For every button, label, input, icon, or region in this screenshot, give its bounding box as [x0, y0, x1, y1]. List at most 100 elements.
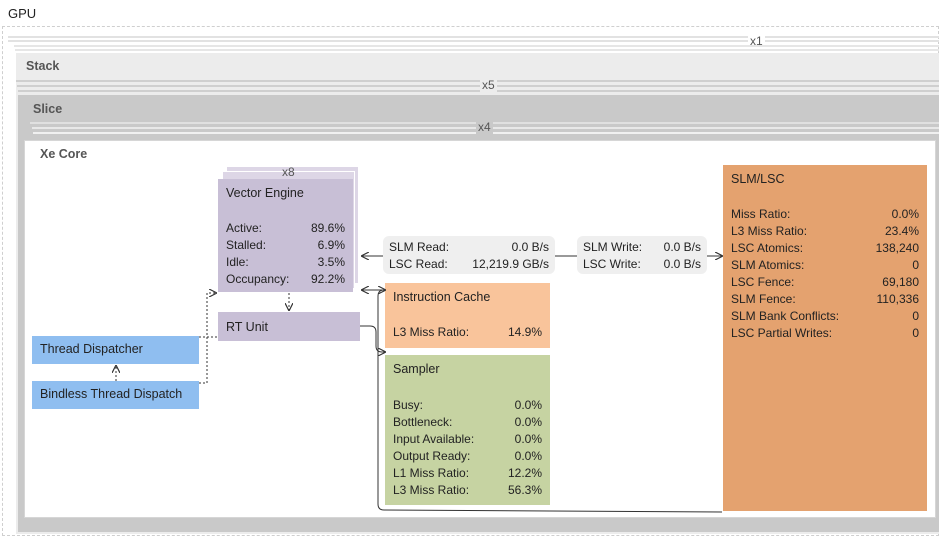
- lsc-atomics-value: 138,240: [875, 241, 919, 255]
- ve-row-active: Active: 89.6%: [218, 221, 353, 235]
- slm-lsc-read-panel: SLM Read: 0.0 B/s LSC Read: 12,219.9 GB/…: [383, 236, 555, 274]
- lsc-fence-value: 69,180: [882, 275, 919, 289]
- bindless-thread-dispatch-box[interactable]: Bindless Thread Dispatch: [32, 381, 199, 409]
- lsc-atomics-label: LSC Atomics:: [731, 241, 804, 255]
- slm-atomics-label: SLM Atomics:: [731, 258, 805, 272]
- stack-instance-line: [15, 49, 939, 51]
- ve-stalled-label: Stalled:: [226, 238, 267, 252]
- slm-write-value: 0.0 B/s: [663, 240, 701, 254]
- stack-multiplier: x5: [480, 78, 497, 92]
- slm-lsc-miss-ratio-label: Miss Ratio:: [731, 207, 791, 221]
- slice-instance-line: [16, 80, 939, 82]
- ve-row-stalled: Stalled: 6.9%: [218, 238, 353, 252]
- slm-fence-label: SLM Fence:: [731, 292, 796, 306]
- sampler-output-ready-value: 0.0%: [514, 449, 542, 463]
- bindless-thread-dispatch-title: Bindless Thread Dispatch: [40, 387, 183, 401]
- ve-row-idle: Idle: 3.5%: [218, 255, 353, 269]
- sampler-row: L3 Miss Ratio: 56.3%: [385, 483, 550, 497]
- slice-instance-line: [18, 90, 939, 92]
- gpu-instance-line: [8, 40, 939, 42]
- lsc-partial-writes-label: LSC Partial Writes:: [731, 326, 833, 340]
- ic-l3-miss-row: L3 Miss Ratio: 14.9%: [385, 325, 550, 339]
- lsc-write-value: 0.0 B/s: [663, 257, 701, 271]
- sampler-row: Busy: 0.0%: [385, 398, 550, 412]
- gpu-instance-line: [8, 36, 939, 38]
- sampler-busy-value: 0.0%: [514, 398, 542, 412]
- lsc-read-row: LSC Read: 12,219.9 GB/s: [383, 257, 555, 271]
- lsc-read-value: 12,219.9 GB/s: [472, 257, 549, 271]
- sampler-l1-miss-value: 12.2%: [507, 466, 542, 480]
- gpu-multiplier: x1: [748, 34, 765, 48]
- xe-core-title: Xe Core: [40, 147, 88, 161]
- sampler-row: Bottleneck: 0.0%: [385, 415, 550, 429]
- rt-unit-title: RT Unit: [226, 320, 268, 334]
- rt-unit-box[interactable]: RT Unit: [218, 312, 360, 341]
- sampler-bottleneck-value: 0.0%: [514, 415, 542, 429]
- slm-lsc-row: LSC Fence: 69,180: [723, 275, 927, 289]
- slice-instance-line: [17, 85, 939, 87]
- ve-active-label: Active:: [226, 221, 263, 235]
- slm-lsc-row: LSC Partial Writes: 0: [723, 326, 927, 340]
- slm-atomics-value: 0: [912, 258, 919, 272]
- vector-engine-box[interactable]: Vector Engine Active: 89.6% Stalled: 6.9…: [218, 179, 353, 292]
- vector-engine-title: Vector Engine: [226, 186, 304, 200]
- slm-lsc-box[interactable]: SLM/LSC Miss Ratio: 0.0% L3 Miss Ratio: …: [723, 165, 927, 511]
- ic-l3-miss-value: 14.9%: [507, 325, 542, 339]
- sampler-input-available-value: 0.0%: [514, 432, 542, 446]
- slm-lsc-row: L3 Miss Ratio: 23.4%: [723, 224, 927, 238]
- sampler-row: L1 Miss Ratio: 12.2%: [385, 466, 550, 480]
- lsc-write-row: LSC Write: 0.0 B/s: [577, 257, 707, 271]
- ve-idle-value: 3.5%: [317, 255, 345, 269]
- thread-dispatcher-title: Thread Dispatcher: [40, 342, 143, 356]
- stack-instance-line: [14, 45, 939, 47]
- slm-read-row: SLM Read: 0.0 B/s: [383, 240, 555, 254]
- slm-write-label: SLM Write:: [583, 240, 643, 254]
- ve-occupancy-value: 92.2%: [310, 272, 345, 286]
- slm-lsc-write-panel: SLM Write: 0.0 B/s LSC Write: 0.0 B/s: [577, 236, 707, 274]
- sampler-l3-miss-value: 56.3%: [507, 483, 542, 497]
- stack-title: Stack: [26, 59, 60, 73]
- instruction-cache-title: Instruction Cache: [393, 290, 491, 304]
- sampler-row: Input Available: 0.0%: [385, 432, 550, 446]
- slm-bank-conflicts-label: SLM Bank Conflicts:: [731, 309, 840, 323]
- slm-write-row: SLM Write: 0.0 B/s: [577, 240, 707, 254]
- lsc-read-label: LSC Read:: [389, 257, 448, 271]
- thread-dispatcher-box[interactable]: Thread Dispatcher: [32, 336, 199, 364]
- ic-l3-miss-label: L3 Miss Ratio:: [393, 325, 470, 339]
- slm-bank-conflicts-value: 0: [912, 309, 919, 323]
- sampler-box[interactable]: Sampler Busy: 0.0% Bottleneck: 0.0% Inpu…: [385, 355, 550, 505]
- slm-lsc-title: SLM/LSC: [731, 172, 785, 186]
- slm-lsc-row: SLM Atomics: 0: [723, 258, 927, 272]
- slm-lsc-l3-miss-label: L3 Miss Ratio:: [731, 224, 808, 238]
- lsc-write-label: LSC Write:: [583, 257, 641, 271]
- sampler-input-available-label: Input Available:: [393, 432, 475, 446]
- slm-lsc-row: LSC Atomics: 138,240: [723, 241, 927, 255]
- sampler-bottleneck-label: Bottleneck:: [393, 415, 453, 429]
- lsc-partial-writes-value: 0: [912, 326, 919, 340]
- slm-lsc-row: Miss Ratio: 0.0%: [723, 207, 927, 221]
- sampler-l1-miss-label: L1 Miss Ratio:: [393, 466, 470, 480]
- sampler-title: Sampler: [393, 362, 440, 376]
- instruction-cache-box[interactable]: Instruction Cache L3 Miss Ratio: 14.9%: [385, 283, 550, 348]
- sampler-l3-miss-label: L3 Miss Ratio:: [393, 483, 470, 497]
- slm-read-value: 0.0 B/s: [511, 240, 549, 254]
- slm-lsc-row: SLM Fence: 110,336: [723, 292, 927, 306]
- ve-active-value: 89.6%: [310, 221, 345, 235]
- ve-idle-label: Idle:: [226, 255, 249, 269]
- sampler-busy-label: Busy:: [393, 398, 424, 412]
- slice-title: Slice: [33, 102, 63, 116]
- sampler-row: Output Ready: 0.0%: [385, 449, 550, 463]
- gpu-title: GPU: [8, 6, 37, 21]
- slm-to-ic-wire: [377, 290, 723, 513]
- lsc-fence-label: LSC Fence:: [731, 275, 795, 289]
- ve-stalled-value: 6.9%: [317, 238, 345, 252]
- slice-multiplier: x4: [476, 120, 493, 134]
- slm-lsc-row: SLM Bank Conflicts: 0: [723, 309, 927, 323]
- slm-lsc-miss-ratio-value: 0.0%: [891, 207, 919, 221]
- rt-to-sampler-wire: [360, 325, 385, 352]
- ve-occupancy-label: Occupancy:: [226, 272, 290, 286]
- dispatch-to-ve-arrow: [206, 293, 216, 383]
- sampler-output-ready-label: Output Ready:: [393, 449, 471, 463]
- slm-fence-value: 110,336: [876, 292, 920, 306]
